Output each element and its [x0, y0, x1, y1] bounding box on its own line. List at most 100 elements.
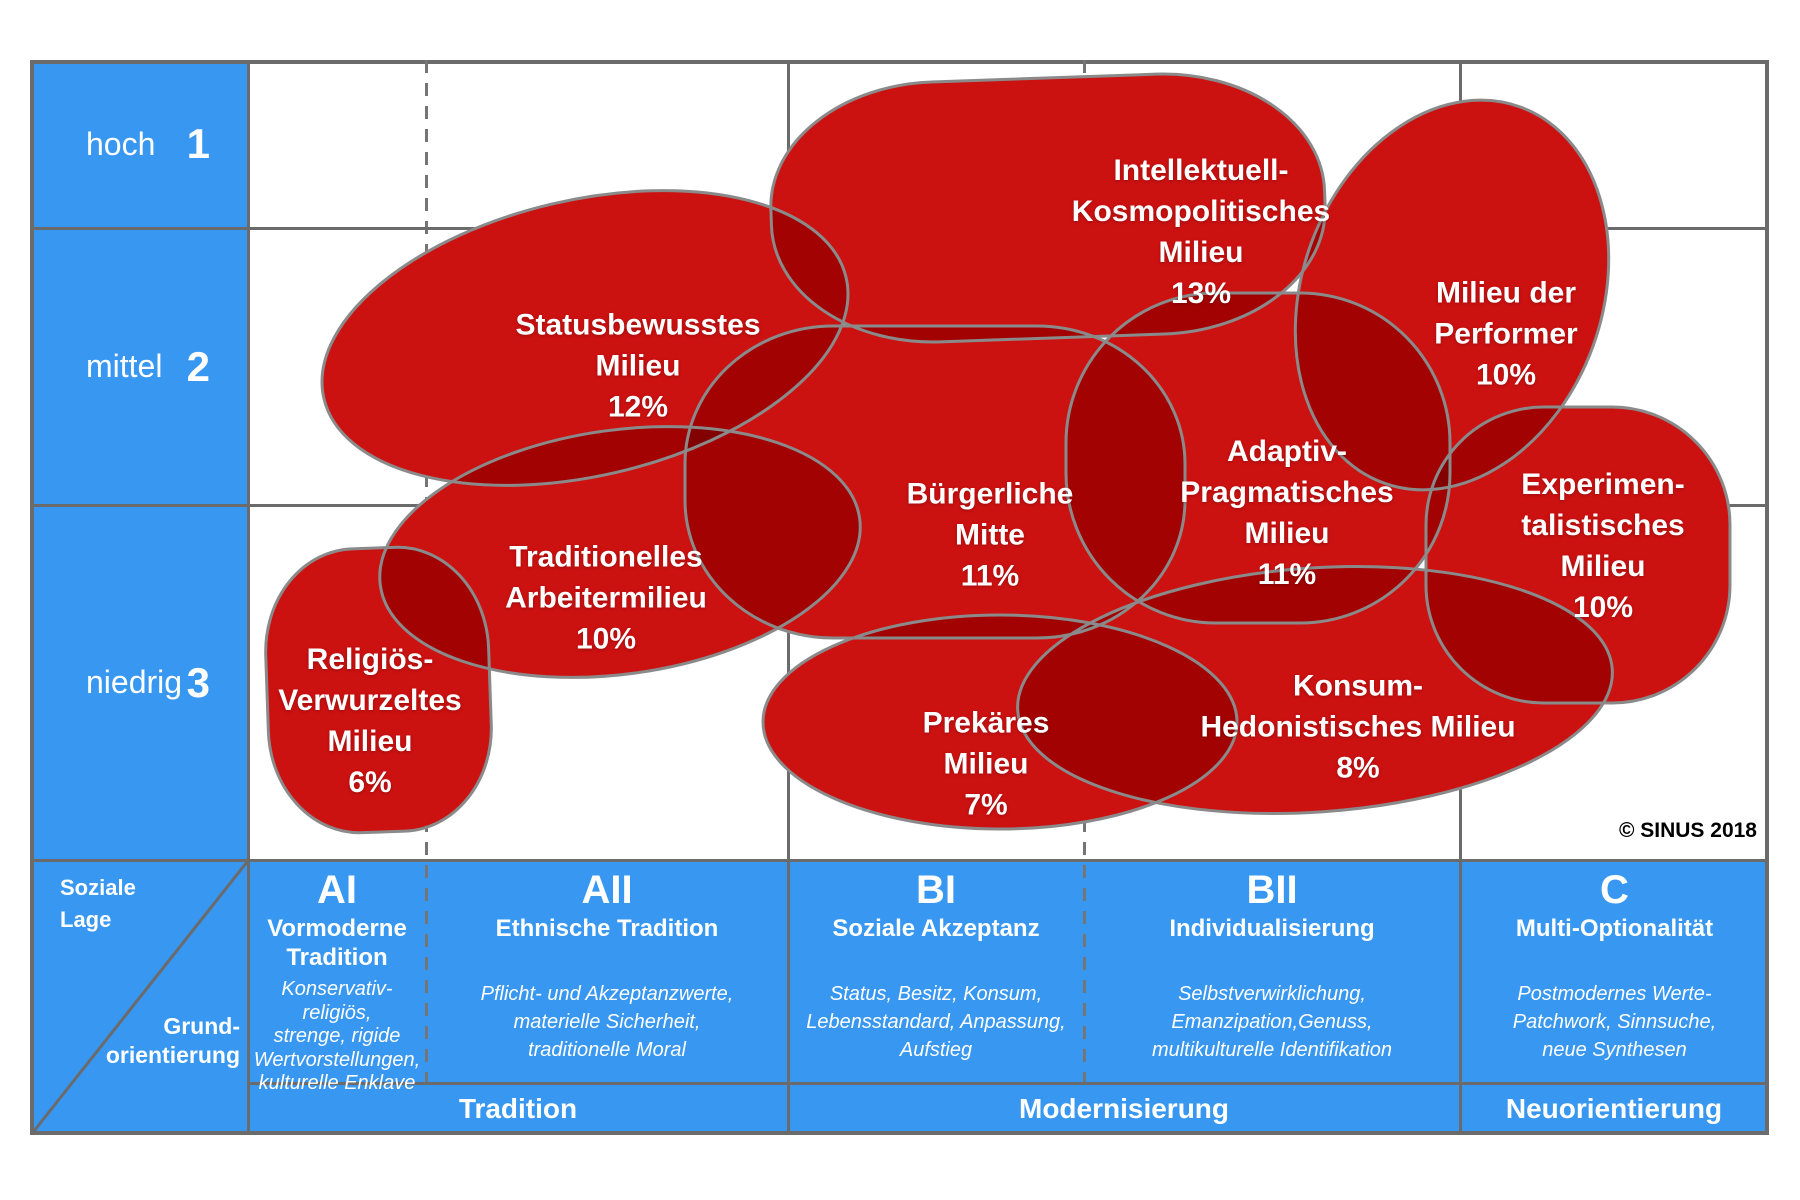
milieu-pct-experimentalistisches: 10% [1572, 591, 1634, 624]
milieu-name-prekaeres: Prekäres Milieu [922, 706, 1050, 781]
band-col-bi: BI Soziale Akzeptanz Status, Besitz, Kon… [788, 860, 1084, 1083]
band-code-aii: AII [581, 868, 633, 912]
milieu-label-intellektuell: Intellektuell- Kosmopolitisches Milieu 1… [1072, 109, 1330, 355]
grid-border-top [30, 60, 1769, 64]
milieu-pct-performer: 10% [1475, 358, 1537, 392]
band-cell-ai [248, 860, 426, 1083]
outline-konsum [1016, 565, 1614, 815]
grid-hline-band-top [30, 859, 1769, 862]
outline-experimentalistisches [1424, 405, 1732, 705]
grid-vline-axis [247, 60, 250, 1135]
band-code-c: C [1600, 868, 1629, 912]
axis-cell-hoch [30, 60, 248, 228]
band-desc-ai: Konservativ- religiös, strenge, rigide W… [253, 978, 421, 1094]
milieu-pct-statusbewusstes: 12% [607, 390, 669, 424]
row-word-hoch: hoch [86, 125, 156, 162]
row-label-niedrig: niedrig 3 [30, 505, 248, 860]
outline-religioes [264, 545, 493, 835]
band-cell-bii [1084, 860, 1460, 1083]
milieu-pct-buergerliche: 11% [960, 559, 1020, 593]
milieu-label-experimentalistisches: Experimen- talistisches Milieu 10% [1521, 423, 1684, 669]
band-desc-bi: Status, Besitz, Konsum, Lebensstandard, … [806, 983, 1066, 1061]
grid-border-bottom [30, 1131, 1769, 1135]
band-title-aii: Ethnische Tradition [495, 915, 719, 942]
band-code-ai: AI [317, 868, 357, 912]
row-word-niedrig: niedrig [86, 664, 183, 700]
milieu-label-traditionelles: Traditionelles Arbeitermilieu 10% [505, 496, 707, 701]
band-title-bi: Soziale Akzeptanz [832, 915, 1040, 942]
corner-label-grundorientierung: Grund- orientierung [105, 1013, 240, 1068]
milieu-pct-intellektuell: 13% [1170, 277, 1232, 310]
band-desc-bii: Selbstverwirklichung, Emanzipation,Genus… [1151, 983, 1393, 1061]
milieu-name-buergerliche: Bürgerliche Mitte [906, 477, 1074, 552]
band-col-c: C Multi-Optionalität Postmodernes Werte-… [1460, 860, 1769, 1083]
band-title-c: Multi-Optionalität [1515, 915, 1714, 942]
milieu-name-intellektuell: Intellektuell- Kosmopolitisches Milieu [1071, 154, 1331, 269]
outline-traditionelles [378, 425, 862, 679]
milieu-pct-prekaeres: 7% [964, 788, 1008, 822]
band-col-ai: AI Vormoderne Tradition Konservativ- rel… [248, 860, 426, 1094]
milieu-bubble-fills [265, 74, 1730, 833]
outline-performer [1293, 98, 1611, 492]
corner-diagonal-line [32, 861, 249, 1132]
band-title-ai: Vormoderne Tradition [267, 915, 407, 971]
bubble-buergerliche [685, 326, 1185, 638]
milieu-label-religioes: Religiös- Verwurzeltes Milieu 6% [278, 598, 461, 844]
bubble-performer [1295, 100, 1609, 490]
strip-label-modernisierung: Modernisierung [1018, 1093, 1230, 1124]
outline-prekaeres [761, 613, 1239, 831]
row-word-mittel: mittel [86, 348, 163, 384]
row-label-hoch: hoch 1 [30, 60, 248, 228]
milieu-name-religioes: Religiös- Verwurzeltes Milieu [278, 643, 462, 758]
milieu-name-traditionelles: Traditionelles Arbeitermilieu [505, 540, 707, 615]
grid-border-left [30, 60, 34, 1135]
band-col-aii: AII Ethnische Tradition Pflicht- und Akz… [426, 860, 788, 1083]
milieu-name-performer: Milieu der Performer [1434, 276, 1578, 351]
milieu-label-performer: Milieu der Performer 10% [1434, 232, 1577, 437]
row-num-3: 3 [186, 658, 210, 706]
milieu-label-statusbewusstes: Statusbewusstes Milieu 12% [515, 264, 760, 469]
milieu-name-konsum: Konsum- Hedonistisches Milieu [1200, 669, 1516, 744]
strip-label-tradition: Tradition [458, 1093, 578, 1124]
strip-label-neuorientierung: Neuorientierung [1505, 1093, 1723, 1124]
outline-buergerliche [683, 324, 1187, 640]
band-code-bii: BII [1246, 868, 1298, 912]
bubble-intellektuell [770, 74, 1326, 342]
outline-statusbewusstes [320, 189, 850, 487]
milieu-label-prekaeres: Prekäres Milieu 7% [923, 662, 1050, 867]
outline-intellektuell [769, 72, 1327, 344]
bubble-religioes [265, 547, 492, 833]
band-col-bii: BII Individualisierung Selbstverwirklich… [1084, 860, 1460, 1083]
copyright-text: © SINUS 2018 [1618, 819, 1757, 842]
strip-cell-tradition [248, 1083, 788, 1135]
axis-cell-mittel [30, 228, 248, 505]
band-cell-bi [788, 860, 1084, 1083]
milieu-pct-traditionelles: 10% [575, 622, 637, 656]
band-cell-c [1460, 860, 1769, 1083]
milieu-label-konsum: Konsum- Hedonistisches Milieu 8% [1200, 625, 1515, 830]
milieu-label-buergerliche: Bürgerliche Mitte 11% [907, 433, 1074, 638]
row-num-1: 1 [186, 120, 210, 167]
band-desc-aii: Pflicht- und Akzeptanzwerte, materielle … [480, 983, 734, 1061]
milieu-name-statusbewusstes: Statusbewusstes Milieu [515, 308, 761, 383]
strip-cell-neuorientierung [1460, 1083, 1769, 1135]
milieu-pct-konsum: 8% [1336, 751, 1380, 785]
milieu-name-adaptiv: Adaptiv- Pragmatisches Milieu [1180, 435, 1394, 550]
outline-adaptiv [1064, 291, 1452, 625]
grid-hline-strip-top [248, 1082, 1769, 1085]
row-label-mittel: mittel 2 [30, 228, 248, 505]
grid-border-right [1765, 60, 1769, 1135]
milieu-name-experimentalistisches: Experimen- talistisches Milieu [1521, 468, 1685, 583]
axis-cell-niedrig [30, 505, 248, 860]
milieu-pct-religioes: 6% [348, 766, 392, 799]
strip-cell-modernisierung [788, 1083, 1460, 1135]
milieu-bubble-outlines [264, 72, 1732, 835]
band-title-bii: Individualisierung [1169, 915, 1375, 942]
band-cell-aii [426, 860, 788, 1083]
bubble-experimentalistisches [1426, 407, 1730, 703]
milieu-pct-adaptiv: 11% [1257, 558, 1317, 591]
band-desc-c: Postmodernes Werte- Patchwork, Sinnsuche… [1512, 983, 1717, 1061]
